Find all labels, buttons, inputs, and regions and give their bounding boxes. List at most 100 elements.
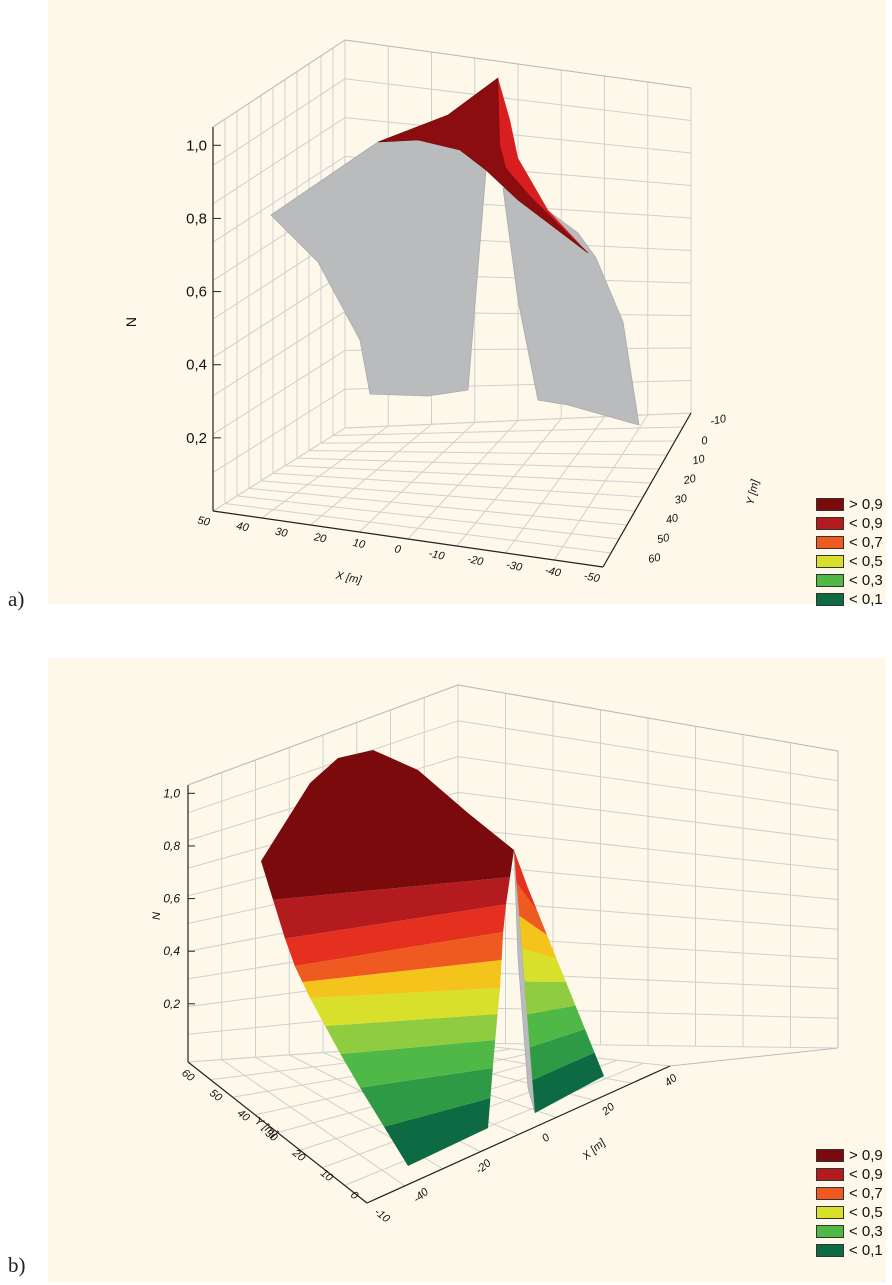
box-edge	[669, 1047, 839, 1067]
surface-band	[302, 960, 502, 998]
box-edge	[212, 39, 346, 128]
surface-band	[285, 904, 506, 966]
legend-label: < 0,9	[849, 515, 883, 532]
legend-label: > 0,9	[849, 1147, 883, 1164]
x-tick-label: -40	[544, 565, 563, 580]
y-tick-label: -10	[372, 1206, 393, 1226]
surface-band	[294, 932, 504, 982]
z-tick-label: 0,8	[163, 839, 180, 853]
surface-band	[384, 1098, 491, 1166]
x-tick-label: -40	[411, 1185, 432, 1205]
side-axis-line	[602, 412, 692, 568]
legend-entry: < 0,7	[816, 1185, 888, 1204]
gridline	[407, 420, 519, 540]
front-axis-line	[187, 1061, 368, 1204]
box-edge	[344, 39, 692, 89]
legend-swatch	[816, 574, 844, 587]
legend-label: < 0,3	[849, 1223, 883, 1240]
surface-band	[529, 1029, 595, 1081]
surface-band	[521, 948, 566, 982]
legend-label: < 0,7	[849, 534, 883, 551]
x-tick-label: 40	[663, 1072, 681, 1090]
legend-swatch	[816, 536, 844, 549]
gridline	[344, 1062, 644, 1186]
gridline	[212, 311, 346, 397]
x-tick-label: -50	[583, 570, 602, 585]
z-tick-label: 0,2	[163, 997, 180, 1011]
gridline	[212, 155, 346, 243]
y-tick-label: 60	[647, 551, 662, 565]
x-tick-label: 40	[235, 520, 250, 534]
x-axis-label: X [m]	[334, 569, 364, 586]
y-tick-label: 10	[318, 1167, 336, 1185]
x-tick-label: 20	[599, 1100, 618, 1118]
surface-band	[261, 750, 514, 900]
legend-entry: > 0,9	[816, 496, 888, 515]
legend-swatch	[816, 1206, 844, 1219]
legend-label: < 0,1	[849, 591, 883, 608]
surface-band	[524, 981, 576, 1015]
z-tick-label: 0,6	[186, 284, 207, 301]
x-tick-label: -20	[474, 1157, 495, 1177]
surface-band	[514, 850, 538, 912]
gridline	[212, 272, 346, 358]
legend-swatch	[816, 1225, 844, 1238]
x-tick-label: -30	[505, 559, 524, 574]
surface-band	[340, 1040, 496, 1088]
legend-swatch	[816, 1244, 844, 1257]
legend-entry: < 0,9	[816, 515, 888, 534]
surface-right	[502, 187, 640, 426]
x-tick-label: -10	[427, 548, 446, 563]
surface-band	[273, 877, 510, 939]
surface-band	[516, 882, 547, 935]
legend-label: < 0,5	[849, 1204, 883, 1221]
z-tick-label: 0,4	[163, 944, 180, 958]
x-tick-label: 10	[352, 537, 367, 551]
y-tick-label: 20	[682, 473, 698, 488]
gridline	[261, 425, 389, 519]
y-tick-label: -10	[709, 413, 728, 428]
surface-band	[527, 1005, 585, 1048]
surface-band	[532, 1052, 604, 1113]
surface-left	[270, 139, 487, 397]
gridline	[212, 78, 346, 166]
x-axis-label: X [m]	[580, 1136, 609, 1163]
y-tick-label: 0	[700, 434, 709, 447]
x-tick-label: 0	[393, 543, 402, 556]
y-tick-label: 50	[656, 532, 671, 546]
legend-a: > 0,9 < 0,9 < 0,7 < 0,5 < 0,3 < 0,1	[816, 496, 888, 610]
legend-entry: < 0,9	[816, 1166, 888, 1185]
legend-b: > 0,9 < 0,9 < 0,7 < 0,5 < 0,3 < 0,1	[816, 1147, 888, 1261]
x-tick-label: 30	[274, 526, 289, 540]
chart-panel-a: 0,2 0,4 0,6 0,8 1,0 N 50 40 30 20 10 0 -10 -20 -30 -40-…	[48, 0, 886, 604]
legend-swatch	[816, 1168, 844, 1181]
gridline	[212, 388, 346, 474]
z-tick-label: 1,0	[186, 137, 207, 154]
side-axis-line	[366, 1065, 671, 1204]
gridline	[553, 414, 649, 561]
legend-label: < 0,7	[849, 1185, 883, 1202]
box-edge	[187, 684, 459, 786]
y-tick-label: 50	[207, 1087, 225, 1105]
gridline	[212, 427, 346, 512]
gridline	[358, 422, 476, 533]
gridline	[212, 349, 346, 435]
x-tick-label: 0	[540, 1131, 553, 1145]
legend-entry: < 0,7	[816, 534, 888, 553]
legend-label: < 0,3	[849, 572, 883, 589]
x-tick-label: 50	[196, 515, 211, 529]
z-tick-label: 1,0	[163, 786, 180, 800]
legend-swatch	[816, 555, 844, 568]
gridline	[456, 418, 562, 547]
legend-entry: < 0,1	[816, 591, 888, 610]
legend-swatch	[816, 1187, 844, 1200]
z-tick-label: 0,2	[186, 430, 207, 447]
legend-swatch	[816, 1149, 844, 1162]
y-axis-label: Y [m]	[745, 478, 762, 506]
legend-label: < 0,9	[849, 1166, 883, 1183]
surface-band	[519, 915, 557, 959]
legend-label: < 0,1	[849, 1242, 883, 1259]
gridline	[505, 416, 605, 554]
